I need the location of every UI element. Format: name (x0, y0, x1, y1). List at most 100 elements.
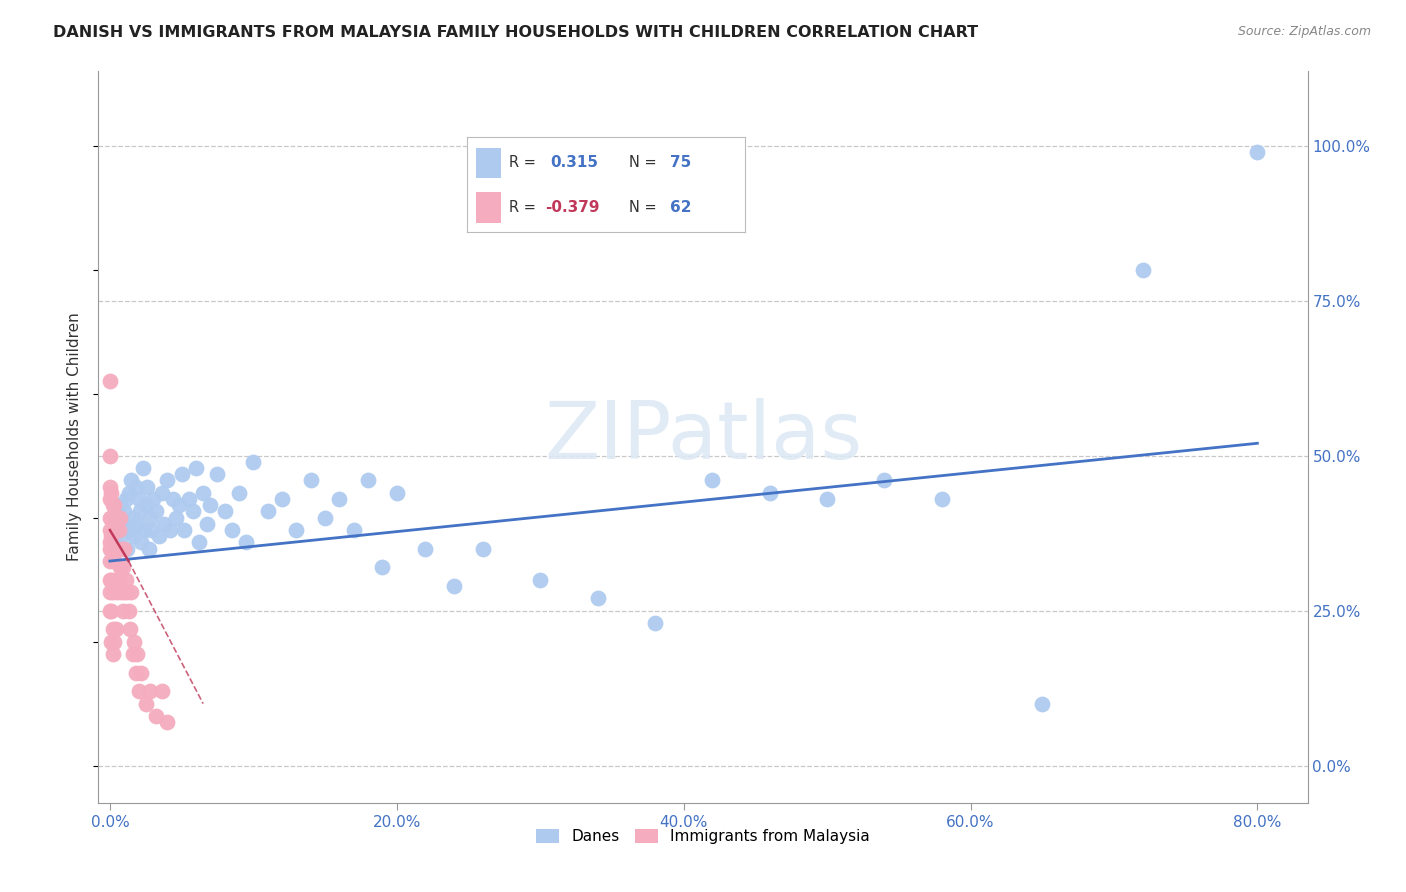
Point (103, 554, 125, 568)
Legend: Danes, Immigrants from Malaysia: Danes, Immigrants from Malaysia (530, 822, 876, 850)
Point (100, 486, 122, 500)
Point (221, 523, 243, 537)
Point (128, 491, 150, 506)
Point (127, 516, 149, 531)
Point (117, 604, 139, 618)
Point (132, 461, 155, 475)
Point (242, 455, 264, 469)
Point (156, 474, 179, 488)
Point (167, 498, 190, 512)
Point (120, 474, 142, 488)
Point (586, 591, 609, 606)
Point (644, 615, 666, 630)
Point (104, 523, 127, 537)
Point (357, 474, 380, 488)
Point (191, 486, 214, 500)
Point (115, 585, 138, 599)
Point (371, 560, 394, 574)
Text: Source: ZipAtlas.com: Source: ZipAtlas.com (1237, 25, 1371, 38)
Point (145, 709, 167, 723)
Point (150, 684, 173, 698)
Point (114, 491, 136, 506)
Point (162, 491, 184, 506)
Point (214, 504, 236, 518)
Point (98, 604, 121, 618)
Point (125, 480, 148, 494)
Point (159, 523, 181, 537)
Point (134, 523, 156, 537)
Point (135, 498, 157, 512)
Point (121, 510, 143, 524)
Point (98, 449, 121, 463)
Point (931, 491, 953, 506)
Point (107, 523, 129, 537)
Point (271, 491, 294, 506)
Y-axis label: Family Households with Children: Family Households with Children (67, 313, 83, 561)
Point (120, 585, 142, 599)
Point (121, 647, 143, 661)
Point (100, 634, 122, 648)
Point (299, 474, 322, 488)
Point (129, 504, 152, 518)
Point (103, 523, 125, 537)
Point (529, 573, 551, 587)
Point (112, 541, 135, 556)
Point (156, 715, 179, 730)
Point (1246, 145, 1268, 159)
Point (111, 604, 134, 618)
Point (100, 573, 122, 587)
Text: DANISH VS IMMIGRANTS FROM MALAYSIA FAMILY HOUSEHOLDS WITH CHILDREN CORRELATION C: DANISH VS IMMIGRANTS FROM MALAYSIA FAMIL… (53, 25, 979, 40)
Point (98, 535, 121, 549)
Point (100, 510, 122, 524)
Point (105, 585, 128, 599)
Point (136, 480, 159, 494)
Point (285, 523, 308, 537)
Point (108, 560, 131, 574)
Point (184, 461, 207, 475)
Point (118, 622, 141, 636)
Point (135, 697, 157, 711)
Point (139, 510, 162, 524)
Point (124, 529, 146, 543)
Point (1031, 697, 1053, 711)
Point (112, 585, 135, 599)
Point (150, 486, 173, 500)
Point (105, 510, 128, 524)
Point (131, 665, 153, 680)
Point (105, 510, 128, 524)
Point (131, 535, 153, 549)
Point (170, 467, 193, 482)
Point (127, 647, 149, 661)
Point (197, 516, 219, 531)
Point (385, 486, 408, 500)
Point (443, 579, 465, 593)
Point (148, 529, 170, 543)
Point (110, 585, 132, 599)
Point (165, 510, 187, 524)
Point (114, 573, 136, 587)
Point (139, 684, 162, 698)
Point (110, 529, 132, 543)
Point (98, 480, 121, 494)
Point (187, 535, 209, 549)
Point (873, 474, 896, 488)
Point (1132, 262, 1154, 277)
Point (177, 491, 200, 506)
Point (181, 504, 204, 518)
Point (111, 516, 134, 531)
Point (98, 510, 121, 524)
Point (328, 491, 350, 506)
Point (98, 374, 121, 388)
Point (256, 504, 278, 518)
Point (118, 523, 141, 537)
Point (124, 634, 146, 648)
Point (115, 541, 138, 556)
Point (100, 604, 122, 618)
Text: ZIPatlas: ZIPatlas (544, 398, 862, 476)
Point (141, 523, 163, 537)
Point (207, 467, 229, 482)
Point (343, 523, 366, 537)
Point (104, 541, 127, 556)
Point (104, 622, 127, 636)
Point (235, 535, 257, 549)
